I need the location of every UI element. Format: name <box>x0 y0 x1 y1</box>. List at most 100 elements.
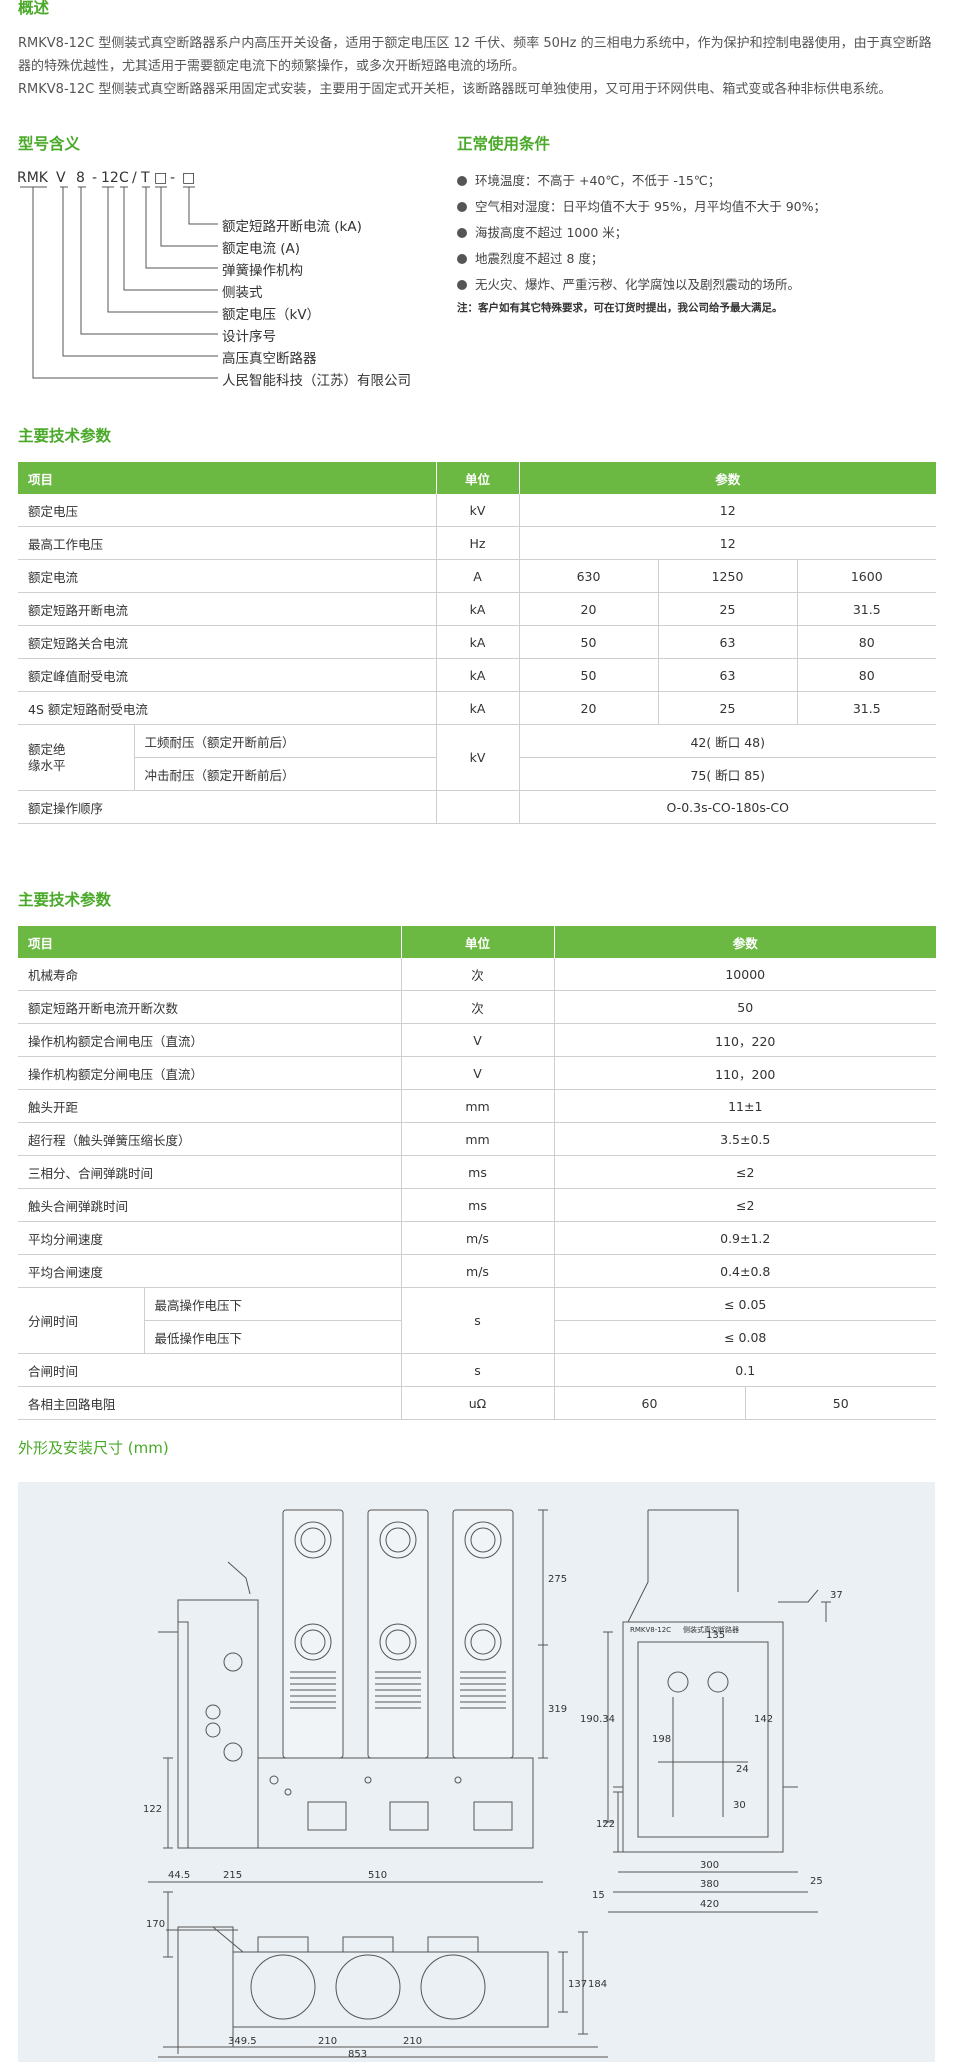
table-cell: 额定峰值耐受电流 <box>18 658 437 692</box>
table-cell: 0.4±0.8 <box>554 1254 936 1288</box>
table-cell: 操作机构额定合闸电压（直流） <box>18 1023 402 1057</box>
dim-side-30: 30 <box>733 1800 746 1811</box>
table-cell: 0.9±1.2 <box>554 1221 936 1255</box>
table-cell: 平均分闸速度 <box>18 1221 402 1255</box>
table-cell: uΩ <box>401 1386 555 1420</box>
table-cell: 1250 <box>658 559 798 593</box>
model-code-part: - <box>170 170 175 186</box>
table-cell: 80 <box>797 658 936 692</box>
model-meaning-8: 人民智能科技（江苏）有限公司 <box>222 373 411 389</box>
dim-top-137: 137 <box>568 1979 587 1990</box>
side-nameplate-name: 侧装式真空断路器 <box>683 1625 739 1634</box>
table-cell: 各相主回路电阻 <box>18 1386 402 1420</box>
table-row: 4S 额定短路耐受电流 kA 20 25 31.5 <box>18 691 936 725</box>
model-code-diagram: RMK V 8 - 12 C / T □ - □ 额定短路开断电流 (kA) 额… <box>0 160 440 400</box>
table-cell: 3.5±0.5 <box>554 1122 936 1156</box>
table-row: 额定操作顺序 O-0.3s-CO-180s-CO <box>18 790 936 824</box>
table-cell: 触头合闸弹跳时间 <box>18 1188 402 1222</box>
table-header-params: 参数 <box>554 926 936 958</box>
table-cell: V <box>401 1023 555 1057</box>
spec-table-2: 项目 单位 参数 机械寿命次 10000 额定短路开断电流开断次数次 50 操作机构… <box>18 926 936 1420</box>
dim-top-853: 853 <box>348 2049 367 2060</box>
spec-table-1: 项目 单位 参数 额定电压 kV 12 最高工作电压 Hz 12 额定电流 A … <box>18 462 936 824</box>
table-row: 触头合闸弹跳时间 ms ≤2 <box>18 1188 936 1222</box>
dim-top-170: 170 <box>146 1919 165 1930</box>
overview-paragraph-2: RMKV8-12C 型侧装式真空断路器采用固定式安装，主要用于固定式开关柜，该断… <box>18 82 892 97</box>
table-cell: 超行程（触头弹簧压缩长度） <box>18 1122 402 1156</box>
table-cell: 操作机构额定分闸电压（直流） <box>18 1056 402 1090</box>
table-row: 平均合闸速度 m/s 0.4±0.8 <box>18 1254 936 1288</box>
table-cell: ≤ 0.08 <box>554 1320 936 1354</box>
table-cell <box>436 790 520 824</box>
table-cell: 50 <box>745 1386 936 1420</box>
table-row: 分闸时间 最高操作电压下 s ≤ 0.05 <box>18 1287 936 1354</box>
insulation-group: 额定绝缘水平 <box>18 724 135 791</box>
table-cell: ≤ 0.05 <box>554 1287 936 1321</box>
overview-paragraph-1: RMKV8-12C 型侧装式真空断路器系户内高压开关设备，适用于额定电压区 12… <box>18 36 932 74</box>
condition-item-4: 地震烈度不超过 8 度； <box>457 248 603 267</box>
model-meaning-1: 额定短路开断电流 (kA) <box>222 219 362 235</box>
table-cell: 20 <box>519 691 659 725</box>
table-row: 操作机构额定合闸电压（直流） V 110，220 <box>18 1023 936 1057</box>
model-meaning-6: 设计序号 <box>222 329 276 345</box>
table-cell: 10000 <box>554 958 936 991</box>
dim-top-510: 510 <box>368 1870 387 1881</box>
model-code-part: C <box>119 170 129 186</box>
dim-side-198: 198 <box>652 1734 671 1745</box>
table-row: 额定短路开断电流 kA 20 25 31.5 <box>18 592 936 626</box>
table-row: 最低操作电压下 ≤ 0.08 <box>18 1320 936 1354</box>
table-cell: 最低操作电压下 <box>144 1320 402 1354</box>
model-meaning-7: 高压真空断路器 <box>222 351 317 367</box>
table-row: 各相主回路电阻 uΩ 60 50 <box>18 1386 936 1420</box>
table-header-item: 项目 <box>18 926 402 958</box>
overview-title: 概述 <box>18 0 50 17</box>
model-code-part: T <box>140 170 150 186</box>
table-cell: kV <box>436 724 520 791</box>
dimension-drawing: 275 319 122 37 135 190.34 198 142 24 30 … <box>143 1509 843 2060</box>
dim-side-380: 380 <box>700 1879 719 1890</box>
table-cell: ≤2 <box>554 1188 936 1222</box>
dim-top-210-b: 210 <box>403 2036 422 2047</box>
table-cell: kA <box>436 691 520 725</box>
conditions-note: 注：客户如有其它特殊要求，可在订货时提出，我公司给予最大满足。 <box>457 302 783 314</box>
table-cell: 三相分、合闸弹跳时间 <box>18 1155 402 1189</box>
table-cell: 20 <box>519 592 659 626</box>
model-code-part: □ <box>154 170 167 186</box>
table-header-row: 项目 单位 参数 <box>18 926 936 958</box>
table-cell: 额定电压 <box>18 494 437 527</box>
dim-side-122: 122 <box>596 1819 615 1830</box>
model-code-part: 12 <box>101 170 119 186</box>
bullet-icon <box>457 254 467 264</box>
table-cell: 60 <box>554 1386 746 1420</box>
table-cell: ≤2 <box>554 1155 936 1189</box>
table-cell: 1600 <box>797 559 936 593</box>
table-row: 额定电压 kV 12 <box>18 494 936 527</box>
table-row: 额定短路开断电流开断次数次 50 <box>18 990 936 1024</box>
table-row: 操作机构额定分闸电压（直流） V 110，200 <box>18 1056 936 1090</box>
dim-top-44-5: 44.5 <box>168 1870 190 1881</box>
model-meaning-5: 额定电压（kV） <box>222 307 321 323</box>
table-cell: m/s <box>401 1221 555 1255</box>
model-code-part: RMK <box>17 170 49 186</box>
table-row: 冲击耐压（额定开断前后） 75( 断口 85) <box>18 757 936 791</box>
table2-title: 主要技术参数 <box>18 891 112 909</box>
condition-item-2: 空气相对湿度：日平均值不大于 95%，月平均值不大于 90%； <box>457 196 826 215</box>
dim-front-275: 275 <box>548 1574 567 1585</box>
dim-side-135: 135 <box>706 1630 725 1641</box>
table-cell: kA <box>436 625 520 659</box>
table-cell: 合闸时间 <box>18 1353 402 1387</box>
table-cell: 25 <box>658 592 798 626</box>
table-cell: m/s <box>401 1254 555 1288</box>
table-cell: 最高操作电压下 <box>144 1287 402 1321</box>
table-cell: 最高工作电压 <box>18 526 437 560</box>
dim-front-122: 122 <box>143 1804 162 1815</box>
table-cell: 31.5 <box>797 592 936 626</box>
table-cell: 75( 断口 85) <box>519 757 936 791</box>
table-cell: 50 <box>519 625 659 659</box>
table-cell: 次 <box>401 990 555 1024</box>
table-cell: 额定短路关合电流 <box>18 625 437 659</box>
table-row: 最高工作电压 Hz 12 <box>18 526 936 560</box>
dim-side-420: 420 <box>700 1899 719 1910</box>
dim-side-142: 142 <box>754 1714 773 1725</box>
table-cell: V <box>401 1056 555 1090</box>
